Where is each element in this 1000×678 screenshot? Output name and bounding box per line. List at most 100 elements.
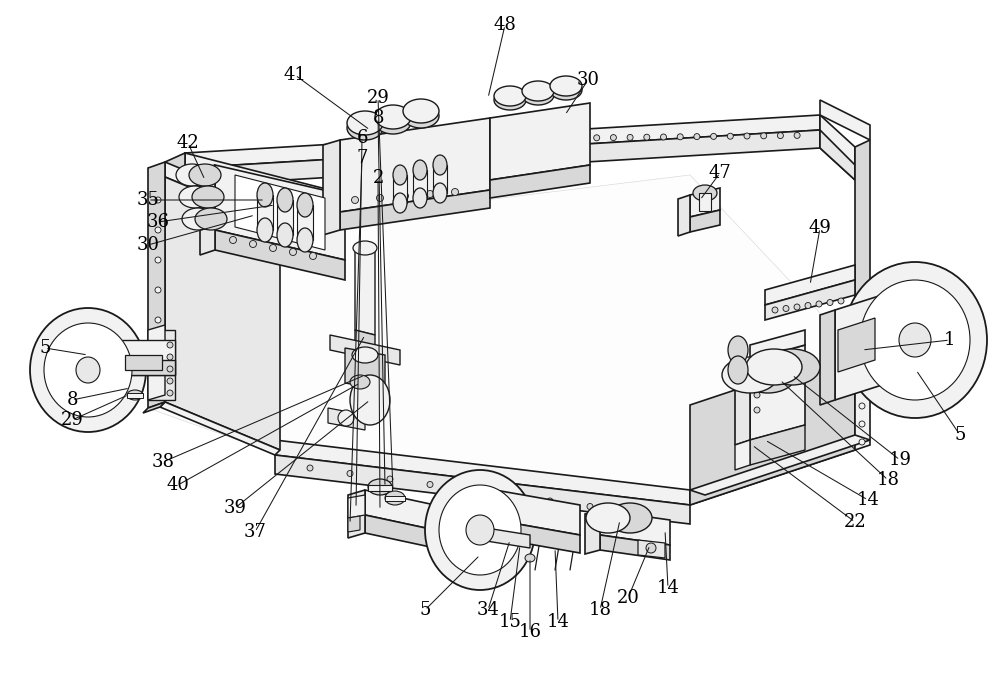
Circle shape: [594, 135, 600, 141]
Circle shape: [250, 241, 256, 247]
Ellipse shape: [550, 76, 582, 96]
Ellipse shape: [494, 86, 526, 106]
Circle shape: [859, 403, 865, 409]
Circle shape: [167, 342, 173, 348]
Bar: [413, 170, 427, 198]
Text: 47: 47: [709, 164, 731, 182]
Circle shape: [859, 421, 865, 427]
Text: 14: 14: [657, 579, 679, 597]
Text: 39: 39: [224, 499, 246, 517]
Polygon shape: [495, 520, 580, 553]
Circle shape: [859, 439, 865, 445]
Ellipse shape: [393, 193, 407, 213]
Ellipse shape: [189, 164, 221, 186]
Circle shape: [167, 378, 173, 384]
Polygon shape: [340, 118, 490, 212]
Polygon shape: [820, 100, 870, 140]
Ellipse shape: [728, 356, 748, 384]
Polygon shape: [820, 130, 855, 180]
Polygon shape: [750, 345, 805, 440]
Polygon shape: [585, 510, 600, 554]
Circle shape: [155, 227, 161, 233]
Ellipse shape: [277, 223, 293, 247]
Text: 8: 8: [66, 391, 78, 409]
Ellipse shape: [297, 228, 313, 252]
Polygon shape: [340, 190, 490, 230]
Text: 20: 20: [617, 589, 639, 607]
Polygon shape: [690, 435, 870, 495]
Ellipse shape: [127, 390, 143, 400]
Polygon shape: [355, 245, 375, 335]
Polygon shape: [750, 330, 805, 360]
Polygon shape: [855, 345, 870, 450]
Ellipse shape: [347, 116, 383, 140]
Ellipse shape: [413, 160, 427, 180]
Circle shape: [155, 347, 161, 353]
Ellipse shape: [297, 193, 313, 217]
Bar: [277, 200, 293, 235]
Ellipse shape: [466, 515, 494, 545]
Text: 41: 41: [284, 66, 306, 84]
Polygon shape: [365, 490, 435, 530]
Polygon shape: [348, 495, 365, 518]
Polygon shape: [835, 295, 882, 400]
Circle shape: [155, 257, 161, 263]
Circle shape: [287, 216, 293, 222]
Circle shape: [167, 366, 173, 372]
Bar: [127, 393, 143, 398]
Circle shape: [467, 487, 473, 493]
Circle shape: [694, 134, 700, 140]
Ellipse shape: [350, 375, 370, 389]
Polygon shape: [148, 325, 165, 400]
Polygon shape: [323, 140, 340, 235]
Circle shape: [859, 385, 865, 391]
Text: 5: 5: [39, 339, 51, 357]
Ellipse shape: [375, 110, 411, 134]
Circle shape: [754, 407, 760, 413]
Polygon shape: [735, 440, 750, 470]
Polygon shape: [275, 455, 690, 524]
Polygon shape: [820, 310, 835, 405]
Text: 42: 42: [177, 134, 199, 152]
Circle shape: [167, 354, 173, 360]
Polygon shape: [235, 175, 325, 250]
Circle shape: [610, 135, 616, 140]
Ellipse shape: [586, 503, 630, 533]
Circle shape: [754, 377, 760, 383]
Circle shape: [794, 304, 800, 310]
Polygon shape: [185, 115, 820, 168]
Ellipse shape: [403, 99, 439, 123]
Text: 40: 40: [167, 476, 189, 494]
Circle shape: [727, 133, 733, 139]
Circle shape: [338, 410, 354, 426]
Polygon shape: [330, 335, 400, 365]
Ellipse shape: [740, 357, 796, 393]
Text: 37: 37: [244, 523, 266, 541]
Circle shape: [307, 465, 313, 471]
Polygon shape: [838, 318, 875, 372]
Text: 29: 29: [61, 411, 83, 429]
Ellipse shape: [525, 554, 535, 562]
Text: 22: 22: [844, 513, 866, 531]
Polygon shape: [125, 355, 162, 370]
Ellipse shape: [722, 357, 778, 393]
Ellipse shape: [522, 85, 554, 105]
Polygon shape: [148, 168, 855, 505]
Circle shape: [387, 476, 393, 482]
Ellipse shape: [352, 347, 378, 363]
Circle shape: [627, 134, 633, 140]
Text: 35: 35: [137, 191, 159, 209]
Text: 29: 29: [367, 89, 389, 107]
Ellipse shape: [425, 470, 535, 590]
Ellipse shape: [608, 503, 652, 533]
Polygon shape: [345, 348, 385, 390]
Bar: [297, 205, 313, 240]
Text: 5: 5: [954, 426, 966, 444]
Ellipse shape: [277, 188, 293, 212]
Circle shape: [646, 543, 656, 553]
Ellipse shape: [257, 183, 273, 207]
Polygon shape: [165, 153, 185, 195]
Ellipse shape: [693, 185, 717, 201]
Ellipse shape: [403, 104, 439, 128]
Ellipse shape: [413, 188, 427, 208]
